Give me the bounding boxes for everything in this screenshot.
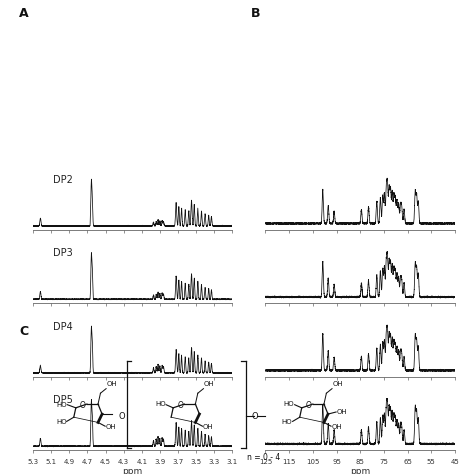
Text: OH: OH — [337, 409, 347, 415]
Text: HO: HO — [283, 401, 294, 408]
X-axis label: ppm: ppm — [350, 467, 370, 474]
Text: DP5: DP5 — [53, 395, 73, 405]
Text: OH: OH — [332, 381, 343, 387]
Text: O: O — [252, 412, 258, 420]
Text: HO: HO — [155, 401, 166, 408]
Text: B: B — [251, 7, 261, 20]
Text: O: O — [118, 412, 125, 420]
Text: C: C — [19, 325, 28, 337]
Text: OH: OH — [203, 424, 213, 429]
Text: DP2: DP2 — [53, 175, 73, 185]
Text: HO: HO — [56, 401, 67, 408]
Text: HO: HO — [282, 419, 292, 425]
Text: n = 0 - 4: n = 0 - 4 — [247, 453, 280, 462]
Text: O: O — [177, 401, 183, 410]
X-axis label: ppm: ppm — [123, 467, 143, 474]
Text: OH: OH — [204, 381, 215, 387]
Text: OH: OH — [331, 424, 342, 429]
Text: DP4: DP4 — [53, 322, 73, 332]
Text: OH: OH — [107, 381, 117, 387]
Text: HO: HO — [56, 419, 66, 425]
Text: O: O — [306, 401, 312, 410]
Text: OH: OH — [106, 424, 116, 429]
Text: DP3: DP3 — [53, 248, 73, 258]
Text: A: A — [19, 7, 28, 20]
Text: O: O — [80, 401, 86, 410]
